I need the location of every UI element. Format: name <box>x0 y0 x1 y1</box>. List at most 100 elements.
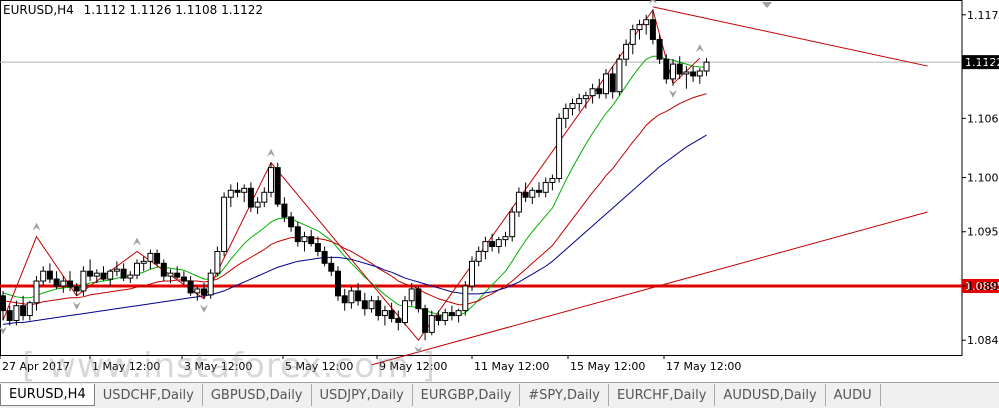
candle <box>120 263 127 282</box>
candle <box>663 54 670 84</box>
candle <box>26 300 33 321</box>
candle <box>489 233 496 252</box>
candle-body <box>234 189 241 193</box>
chart-tab[interactable]: AUDU <box>826 384 881 406</box>
candle <box>623 39 630 67</box>
candle <box>147 249 154 270</box>
candle-body <box>140 260 147 264</box>
candle-body <box>569 103 576 109</box>
candle <box>408 283 415 306</box>
candle <box>549 174 556 191</box>
candle-body <box>455 310 462 317</box>
chart-tab[interactable]: EURCHF,Daily <box>609 384 716 406</box>
candle <box>221 192 228 257</box>
chart-tab[interactable]: EURUSD,H4 <box>0 384 95 406</box>
candle <box>395 310 402 331</box>
candle <box>73 283 80 296</box>
candle-body <box>335 270 341 297</box>
candle <box>268 162 274 198</box>
candle-body <box>643 19 650 26</box>
chart-tab-bar: EURUSD,H4 USDCHF,Daily GBPUSD,Daily USDJPY,… <box>0 382 999 408</box>
candle <box>113 261 120 277</box>
candle <box>603 69 609 99</box>
x-tick-label: 9 May 12:00 <box>379 360 447 373</box>
candle-body <box>355 290 362 302</box>
candle-body <box>536 189 542 193</box>
candle <box>227 184 234 208</box>
candle <box>361 292 368 316</box>
candle-body <box>247 187 254 208</box>
candle-body <box>201 288 207 296</box>
candle-body <box>462 285 469 312</box>
candle <box>288 212 295 232</box>
candle-body <box>113 268 120 272</box>
candle-body <box>174 272 181 278</box>
candle-body <box>261 191 268 203</box>
candle-body <box>469 260 475 287</box>
chart-tab[interactable]: GBPUSD,Daily <box>203 384 312 406</box>
candle-body <box>603 73 609 95</box>
candle <box>643 14 650 35</box>
fractal-up-arrow-icon <box>32 222 41 231</box>
level-price-tag <box>962 278 999 293</box>
candle <box>509 207 516 242</box>
candle-body <box>529 189 536 198</box>
candle-body <box>134 262 140 276</box>
candle-body <box>40 270 47 282</box>
fractal-down-arrow-icon <box>0 326 7 335</box>
candle <box>67 271 73 291</box>
chart-tab[interactable]: USDJPY,Daily <box>312 384 413 406</box>
chart-tab[interactable]: #SPY,Daily <box>520 384 609 406</box>
candle <box>254 197 261 214</box>
candle <box>556 113 563 183</box>
candle <box>308 229 315 247</box>
chart-canvas[interactable]: 1.0895 1.1122 1.1170 1.1120 1.1065 1.1005 1.0… <box>0 0 999 382</box>
candle-body <box>87 270 94 277</box>
candle <box>696 68 703 84</box>
candle-body <box>696 70 703 77</box>
candle <box>428 310 435 336</box>
current-price-tag <box>962 55 999 70</box>
candle-body <box>274 167 281 205</box>
fractal-up-arrow-icon <box>133 237 141 246</box>
candle <box>348 285 355 309</box>
moving-average-line <box>2 93 707 306</box>
candle-body <box>160 262 167 277</box>
x-tick-label: 5 May 12:00 <box>285 360 353 373</box>
candle <box>180 271 187 285</box>
candle-body <box>361 300 368 310</box>
fractal-up-arrow-icon <box>695 44 704 53</box>
candle <box>502 231 509 247</box>
fractal-up-arrow-icon <box>267 148 275 157</box>
chart-tab[interactable]: USDCHF,Daily <box>95 384 203 406</box>
candle-body <box>281 203 288 218</box>
candle <box>381 305 388 326</box>
candle <box>522 182 529 203</box>
chart-tab[interactable]: AUDUSD,Daily <box>715 384 826 406</box>
candle <box>596 78 603 99</box>
price-chart[interactable]: 1.0895 1.1122 1.1170 1.1120 1.1065 1.1005 1.0… <box>0 0 999 386</box>
candle <box>87 259 94 282</box>
candle <box>314 236 321 257</box>
chart-tab[interactable]: EURGBP,Daily <box>413 384 521 406</box>
trendline[interactable] <box>652 6 928 67</box>
candle <box>201 283 207 299</box>
candle <box>703 58 710 76</box>
candle <box>536 182 542 198</box>
candle-body <box>435 315 442 321</box>
chart-shift-marker-icon[interactable] <box>762 2 772 8</box>
candle-body <box>596 88 603 95</box>
candle-body <box>321 250 328 264</box>
y-tick-label: 1.1170 <box>967 9 999 22</box>
candle <box>194 285 201 301</box>
candle <box>13 300 20 326</box>
candle <box>214 246 221 277</box>
candle-body <box>676 63 683 75</box>
candle-body <box>80 270 87 292</box>
candle <box>475 246 482 267</box>
candle <box>274 162 281 208</box>
candle-body <box>402 300 408 323</box>
candle-body <box>167 272 174 277</box>
trendline[interactable] <box>371 211 928 366</box>
candle <box>53 271 60 289</box>
